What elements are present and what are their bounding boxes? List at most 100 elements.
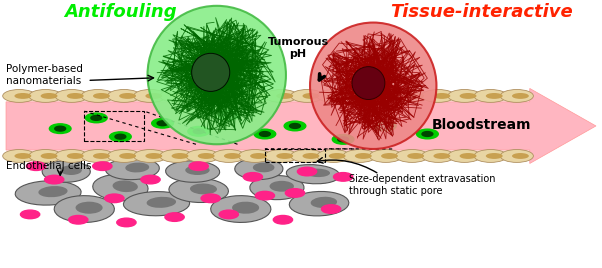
Ellipse shape <box>355 93 371 99</box>
Ellipse shape <box>407 153 424 159</box>
Ellipse shape <box>169 178 228 203</box>
Ellipse shape <box>311 197 337 208</box>
Ellipse shape <box>250 153 267 159</box>
Ellipse shape <box>317 150 350 162</box>
Ellipse shape <box>250 93 267 99</box>
Circle shape <box>26 162 46 170</box>
Ellipse shape <box>433 153 450 159</box>
Ellipse shape <box>250 176 304 200</box>
Ellipse shape <box>270 181 294 192</box>
Circle shape <box>49 124 71 133</box>
Ellipse shape <box>459 153 476 159</box>
Ellipse shape <box>329 93 346 99</box>
Circle shape <box>189 162 208 170</box>
Ellipse shape <box>81 150 114 162</box>
Circle shape <box>165 213 184 221</box>
Ellipse shape <box>119 93 136 99</box>
Ellipse shape <box>172 93 188 99</box>
Circle shape <box>117 218 136 227</box>
Ellipse shape <box>186 90 219 102</box>
Circle shape <box>55 126 66 131</box>
Ellipse shape <box>512 153 529 159</box>
Ellipse shape <box>343 150 376 162</box>
Circle shape <box>374 121 396 131</box>
Ellipse shape <box>369 150 402 162</box>
Text: Size-dependent extravasation
through static pore: Size-dependent extravasation through sta… <box>349 174 495 196</box>
Circle shape <box>223 113 234 118</box>
Ellipse shape <box>343 90 376 102</box>
Text: Endothelial cells: Endothelial cells <box>6 161 92 171</box>
Circle shape <box>105 194 124 203</box>
Text: Bloodstream: Bloodstream <box>432 118 532 132</box>
Ellipse shape <box>29 90 62 102</box>
Ellipse shape <box>14 93 31 99</box>
Ellipse shape <box>14 153 31 159</box>
Ellipse shape <box>459 93 476 99</box>
Ellipse shape <box>238 150 272 162</box>
Text: Polymer-based
nanomaterials: Polymer-based nanomaterials <box>6 64 83 86</box>
Polygon shape <box>6 88 596 163</box>
Ellipse shape <box>15 181 81 205</box>
Circle shape <box>334 173 353 181</box>
Circle shape <box>218 110 240 120</box>
Ellipse shape <box>191 53 230 91</box>
Circle shape <box>332 135 354 144</box>
Circle shape <box>85 113 107 123</box>
Ellipse shape <box>54 196 114 222</box>
Circle shape <box>243 173 262 181</box>
Circle shape <box>380 124 391 128</box>
Ellipse shape <box>381 93 398 99</box>
Circle shape <box>69 215 88 224</box>
Circle shape <box>422 132 433 136</box>
Ellipse shape <box>433 93 450 99</box>
Ellipse shape <box>238 90 272 102</box>
Ellipse shape <box>235 158 283 180</box>
Circle shape <box>255 191 275 200</box>
Ellipse shape <box>145 93 162 99</box>
Ellipse shape <box>113 180 138 192</box>
Ellipse shape <box>512 93 529 99</box>
Ellipse shape <box>448 90 481 102</box>
Ellipse shape <box>190 184 217 194</box>
Ellipse shape <box>211 196 271 222</box>
Circle shape <box>110 132 131 142</box>
Ellipse shape <box>302 153 319 159</box>
Ellipse shape <box>93 153 110 159</box>
Circle shape <box>20 210 40 219</box>
Ellipse shape <box>119 153 136 159</box>
Text: Antifouling: Antifouling <box>64 3 177 21</box>
Ellipse shape <box>291 150 324 162</box>
Circle shape <box>321 205 341 213</box>
Ellipse shape <box>500 90 533 102</box>
Ellipse shape <box>287 165 340 184</box>
Ellipse shape <box>107 150 140 162</box>
Ellipse shape <box>185 165 209 175</box>
Ellipse shape <box>500 150 533 162</box>
Ellipse shape <box>125 163 149 172</box>
Ellipse shape <box>75 202 103 214</box>
Ellipse shape <box>264 150 297 162</box>
Ellipse shape <box>41 153 57 159</box>
Ellipse shape <box>276 153 293 159</box>
Circle shape <box>290 124 300 128</box>
Ellipse shape <box>93 93 110 99</box>
Circle shape <box>45 175 64 184</box>
Circle shape <box>157 121 168 126</box>
Circle shape <box>93 162 112 170</box>
Ellipse shape <box>396 150 429 162</box>
Ellipse shape <box>42 161 90 182</box>
Circle shape <box>141 175 160 184</box>
Ellipse shape <box>55 150 88 162</box>
Circle shape <box>273 215 293 224</box>
Text: Tissue-interactive: Tissue-interactive <box>390 3 573 21</box>
Ellipse shape <box>123 192 190 216</box>
Circle shape <box>417 129 438 139</box>
Ellipse shape <box>474 150 507 162</box>
Circle shape <box>201 194 220 203</box>
Ellipse shape <box>486 93 503 99</box>
Ellipse shape <box>2 90 36 102</box>
Circle shape <box>254 129 276 139</box>
Ellipse shape <box>160 90 193 102</box>
Circle shape <box>285 189 305 197</box>
Ellipse shape <box>421 150 455 162</box>
